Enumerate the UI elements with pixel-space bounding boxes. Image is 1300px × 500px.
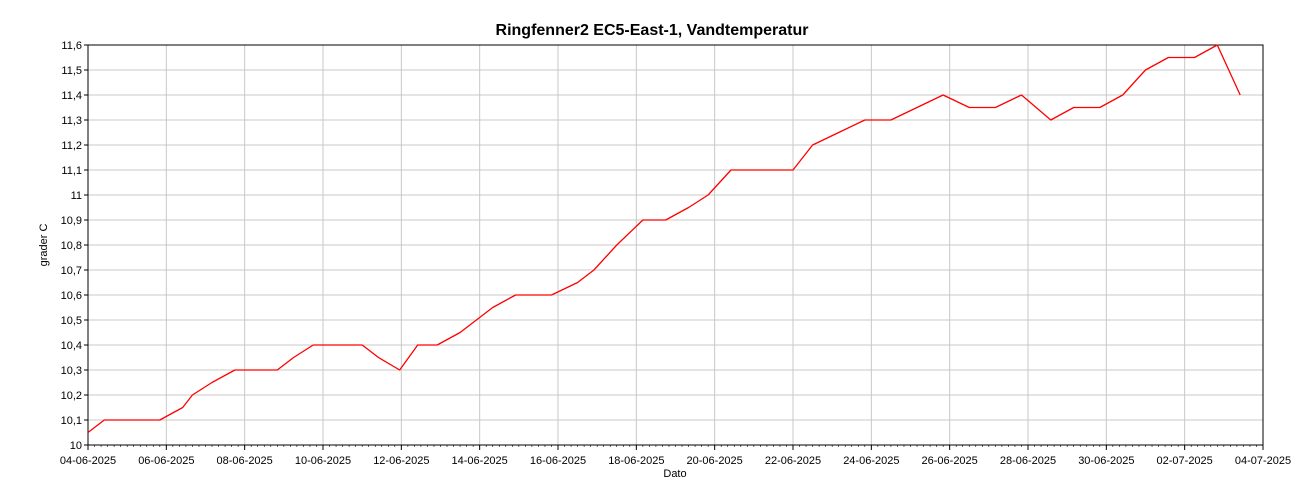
y-tick-label: 10,6: [61, 290, 82, 302]
y-tick-label: 11,5: [61, 65, 82, 77]
y-tick-label: 11,4: [61, 90, 82, 102]
x-tick-label: 06-06-2025: [138, 455, 194, 467]
y-tick-label: 11,6: [61, 40, 82, 52]
x-tick-label: 10-06-2025: [295, 455, 351, 467]
y-tick-label: 10,3: [61, 365, 82, 377]
x-tick-label: 14-06-2025: [452, 455, 508, 467]
y-tick-label: 11: [71, 190, 82, 202]
y-tick-label: 10,4: [61, 340, 82, 352]
x-tick-label: 26-06-2025: [922, 455, 978, 467]
x-tick-label: 24-06-2025: [843, 455, 899, 467]
grid-lines: [87, 44, 1264, 446]
plot-frame: [87, 44, 1264, 446]
y-tick-label: 10,7: [61, 265, 82, 277]
x-tick-label: 28-06-2025: [1000, 455, 1056, 467]
y-tick-label: 10,2: [61, 390, 82, 402]
x-tick-label: 02-07-2025: [1157, 455, 1213, 467]
x-tick-label: 12-06-2025: [373, 455, 429, 467]
y-tick-label: 10,9: [61, 215, 82, 227]
x-tick-label: 30-06-2025: [1078, 455, 1134, 467]
y-tick-label: 11,2: [61, 140, 82, 152]
x-tick-label: 04-06-2025: [60, 455, 116, 467]
y-tick-label: 10: [70, 440, 82, 452]
x-tick-label: 08-06-2025: [217, 455, 273, 467]
y-tick-label: 10,5: [61, 315, 82, 327]
x-tick-label: 16-06-2025: [530, 455, 586, 467]
x-axis-label: Dato: [663, 468, 686, 480]
y-tick-label: 11,1: [61, 165, 82, 177]
y-tick-labels: 10 10,1 10,2 10,3 10,4 10,5 10,6 10,7 10,8 10,9 11…: [61, 40, 88, 452]
y-tick-label: 10,8: [61, 240, 82, 252]
y-tick-label: 11,3: [61, 115, 82, 127]
x-tick-label: 22-06-2025: [765, 455, 821, 467]
x-tick-labels: 04-06-2025 06-06-2025 08-06-2025 10-06-2025…: [60, 445, 1291, 467]
x-tick-label: 18-06-2025: [608, 455, 664, 467]
series-line-0: [87, 44, 1241, 434]
x-tick-label: 20-06-2025: [687, 455, 743, 467]
x-tick-label: 04-07-2025: [1235, 455, 1291, 467]
chart-title: Ringfenner2 EC5-East-1, Vandtemperatur: [496, 22, 809, 39]
y-tick-label: 10,1: [61, 415, 82, 427]
y-axis-label: grader C: [38, 224, 50, 267]
series-layer: [87, 44, 1241, 434]
